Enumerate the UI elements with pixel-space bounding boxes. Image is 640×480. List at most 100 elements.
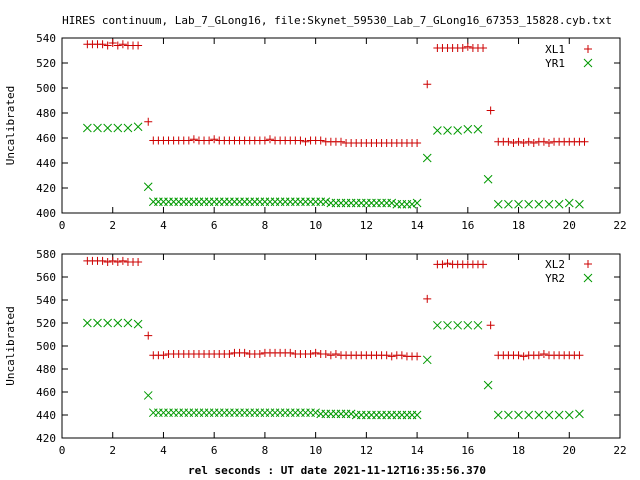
x-tick-label: 8 — [262, 219, 269, 232]
data-point — [326, 351, 335, 360]
legend-marker — [584, 45, 592, 53]
plot-frame — [61, 37, 621, 214]
data-point — [514, 137, 523, 146]
data-point — [240, 348, 249, 357]
y-tick-label: 540 — [36, 32, 56, 45]
data-point — [103, 123, 113, 133]
data-point — [98, 256, 107, 265]
data-point — [93, 123, 102, 133]
x-tick-label: 6 — [211, 219, 218, 232]
x-tick-label: 14 — [410, 444, 424, 457]
y-axis-label: Uncalibrated — [4, 86, 17, 165]
y-tick-label: 420 — [36, 182, 56, 195]
data-point — [504, 410, 513, 420]
data-point — [123, 318, 133, 328]
data-point — [144, 331, 153, 340]
data-point — [159, 351, 168, 360]
data-point — [184, 136, 193, 145]
data-point — [337, 137, 345, 146]
data-point — [539, 137, 548, 146]
y-tick-label: 400 — [36, 207, 56, 220]
data-point — [539, 350, 548, 359]
data-point — [453, 126, 463, 135]
data-point — [412, 410, 422, 420]
data-point — [113, 123, 123, 133]
x-tick-label: 22 — [613, 444, 626, 457]
data-point — [524, 410, 534, 420]
x-tick-label: 0 — [59, 444, 66, 457]
data-point — [423, 80, 432, 89]
data-point — [225, 350, 234, 359]
legend-label: XL1 — [545, 43, 565, 56]
x-tick-label: 2 — [109, 444, 116, 457]
series-xl1 — [83, 39, 589, 147]
x-tick-label: 12 — [360, 219, 373, 232]
upper-plot-panel: 400 420 440 460 480 500 520 540 0 2 4 6 8 10 12 14 16 18 2… — [4, 32, 627, 232]
data-point — [514, 410, 523, 420]
data-point — [311, 408, 320, 418]
x-tick-label: 16 — [461, 444, 474, 457]
data-point — [331, 350, 340, 359]
data-point — [524, 199, 534, 209]
data-point — [463, 42, 472, 51]
x-tick-label: 2 — [109, 219, 116, 232]
lower-plot-panel: 420 440 460 480 500 520 540 560 580 0 2 4 6 8 10 12 14 16… — [4, 248, 627, 457]
plot-frame — [61, 253, 621, 439]
data-point — [93, 318, 102, 328]
data-point — [504, 199, 513, 209]
data-point — [83, 318, 92, 328]
legend-label: YR1 — [545, 57, 565, 70]
data-point — [479, 44, 488, 52]
data-point — [554, 410, 564, 420]
x-tick-label: 20 — [563, 219, 576, 232]
data-point — [534, 199, 544, 209]
data-point — [479, 260, 488, 269]
series-yr1 — [83, 122, 584, 209]
data-point — [113, 258, 122, 267]
y-tick-label: 480 — [36, 363, 56, 376]
data-point — [519, 139, 528, 147]
x-tick-label: 10 — [309, 219, 322, 232]
y-tick-label: 500 — [36, 340, 56, 353]
data-point — [103, 258, 112, 267]
data-point — [463, 320, 473, 330]
data-point — [321, 197, 331, 207]
data-point — [504, 137, 513, 146]
data-point — [387, 352, 396, 361]
data-point — [544, 139, 553, 147]
data-point — [265, 135, 274, 144]
data-point — [189, 135, 198, 144]
data-point — [144, 117, 153, 126]
data-point — [412, 198, 422, 208]
data-point — [423, 294, 432, 303]
data-point — [575, 199, 584, 209]
legend-marker — [583, 58, 593, 68]
data-point — [108, 39, 117, 47]
data-point — [529, 139, 538, 147]
data-point — [133, 122, 143, 132]
y-tick-label: 560 — [36, 271, 56, 284]
chart-title: HIRES continuum, Lab_7_GLong16, file:Sky… — [62, 14, 612, 27]
x-tick-label: 10 — [309, 444, 322, 457]
data-point — [493, 199, 503, 209]
data-point — [205, 136, 214, 145]
legend-label: YR2 — [545, 272, 565, 285]
y-axis-label: Uncalibrated — [4, 306, 17, 385]
x-tick-label: 0 — [59, 219, 66, 232]
series-xl2 — [83, 256, 584, 361]
data-point — [108, 256, 117, 265]
data-point — [544, 199, 554, 209]
data-point — [564, 198, 574, 208]
data-point — [575, 351, 584, 360]
y-tick-label: 460 — [36, 386, 56, 399]
data-point — [443, 259, 452, 268]
data-point — [134, 41, 143, 50]
data-point — [453, 320, 463, 330]
data-point — [463, 124, 473, 134]
data-point — [123, 123, 133, 133]
data-point — [575, 409, 584, 419]
data-point — [83, 123, 92, 133]
data-point — [413, 139, 422, 147]
x-tick-label: 4 — [160, 444, 167, 457]
